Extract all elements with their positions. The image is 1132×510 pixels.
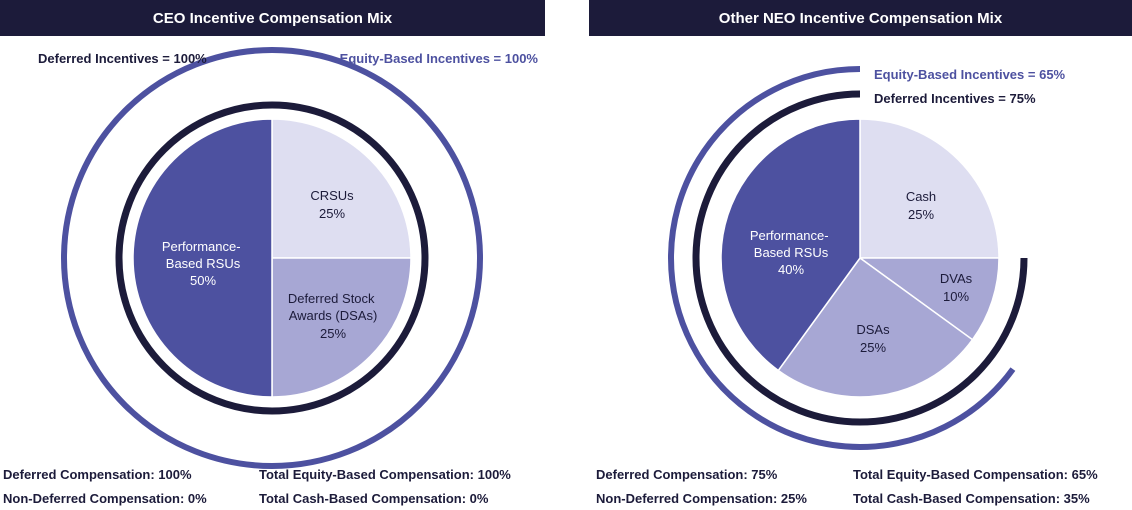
neo-pie-chart: Cash 25% DVAs 10% DSAs 25% Performance- … xyxy=(668,66,1066,450)
ceo-total-equity-compensation: Total Equity-Based Compensation: 100% xyxy=(259,467,511,482)
ceo-deferred-incentives-label: Deferred Incentives = 100% xyxy=(38,51,207,66)
ceo-value-crsus: 25% xyxy=(319,206,345,221)
ceo-non-deferred-compensation: Non-Deferred Compensation: 0% xyxy=(3,491,207,506)
neo-panel: Other NEO Incentive Compensation Mix Cas… xyxy=(589,0,1132,510)
ceo-deferred-ring xyxy=(115,101,429,415)
neo-value-dsas: 25% xyxy=(860,340,886,355)
ceo-slice-crsus xyxy=(271,118,412,259)
neo-total-cash-compensation: Total Cash-Based Compensation: 35% xyxy=(853,491,1090,506)
ceo-label-performance-rsus: Performance- Based RSUs xyxy=(162,239,244,271)
neo-slice-dsas xyxy=(777,256,974,398)
neo-slice-dvas xyxy=(857,257,1000,341)
neo-slice-performance-rsus xyxy=(720,118,861,372)
ceo-label-crsus: CRSUs xyxy=(310,188,354,203)
ceo-deferred-compensation: Deferred Compensation: 100% xyxy=(3,467,192,482)
neo-non-deferred-compensation: Non-Deferred Compensation: 25% xyxy=(596,491,807,506)
ceo-panel: CEO Incentive Compensation Mix CRSUs 25%… xyxy=(0,0,545,510)
ceo-total-cash-compensation: Total Cash-Based Compensation: 0% xyxy=(259,491,489,506)
ceo-equity-incentives-label: Equity-Based Incentives = 100% xyxy=(340,51,539,66)
neo-deferred-compensation: Deferred Compensation: 75% xyxy=(596,467,778,482)
neo-total-equity-compensation: Total Equity-Based Compensation: 65% xyxy=(853,467,1098,482)
neo-slice-cash xyxy=(859,118,1000,259)
ceo-slice-dsas xyxy=(271,257,412,398)
neo-equity-ring-arc xyxy=(668,66,1016,450)
neo-label-dsas: DSAs xyxy=(856,322,890,337)
neo-value-performance-rsus: 40% xyxy=(778,262,804,277)
neo-deferred-incentives-label: Deferred Incentives = 75% xyxy=(874,91,1036,106)
ceo-value-performance-rsus: 50% xyxy=(190,273,216,288)
neo-value-dvas: 10% xyxy=(943,289,969,304)
neo-label-dvas: DVAs xyxy=(940,271,973,286)
neo-label-cash: Cash xyxy=(906,189,936,204)
neo-equity-incentives-label: Equity-Based Incentives = 65% xyxy=(874,67,1066,82)
neo-deferred-ring-arc xyxy=(692,90,1028,426)
neo-value-cash: 25% xyxy=(908,207,934,222)
neo-chart-title: Other NEO Incentive Compensation Mix xyxy=(589,0,1132,36)
ceo-chart-title: CEO Incentive Compensation Mix xyxy=(0,0,545,36)
neo-label-performance-rsus: Performance- Based RSUs xyxy=(750,228,832,260)
ceo-slice-performance-rsus xyxy=(132,118,273,398)
ceo-value-dsas: 25% xyxy=(320,326,346,341)
ceo-equity-ring xyxy=(61,47,483,469)
ceo-pie-chart: CRSUs 25% Deferred Stock Awards (DSAs) 2… xyxy=(38,47,539,469)
ceo-label-dsas: Deferred Stock Awards (DSAs) xyxy=(288,291,378,323)
